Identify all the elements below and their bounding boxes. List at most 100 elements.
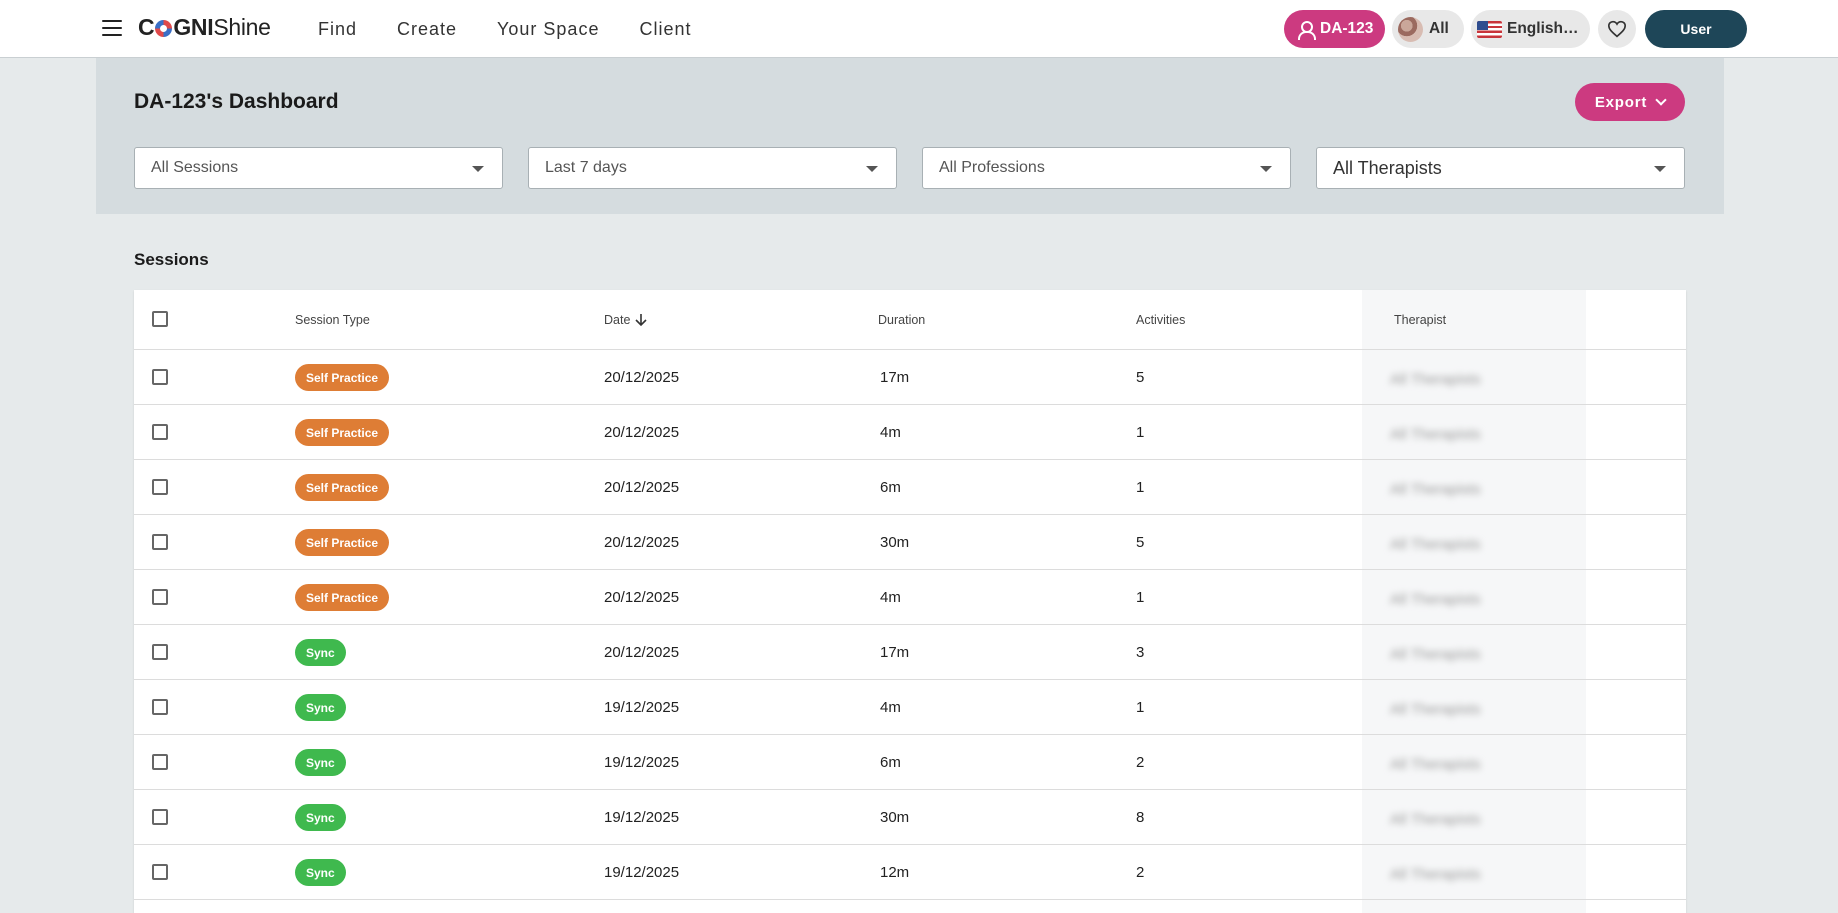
period-filter-select[interactable]: Last 7 days: [528, 147, 897, 189]
session-duration: 4m: [880, 424, 901, 441]
logo-mark-icon: [155, 20, 173, 37]
header-therapist[interactable]: Therapist: [1394, 313, 1447, 327]
therapists-filter-select[interactable]: All Therapists: [1316, 147, 1685, 189]
dropdown-arrow-icon: [866, 166, 878, 172]
header-session-type[interactable]: Session Type: [295, 313, 370, 327]
professions-filter-value: All Professions: [939, 159, 1045, 176]
session-therapist: All Therapists: [1390, 756, 1481, 773]
session-therapist: All Therapists: [1390, 811, 1481, 828]
sort-down-arrow-icon: [635, 314, 647, 327]
table-row[interactable]: Sync 19/12/2025 4m 1 All Therapists: [134, 680, 1686, 735]
session-activities: 1: [1136, 479, 1145, 496]
table-row[interactable]: Sync 19/12/2025 6m 2 All Therapists: [134, 735, 1686, 790]
heart-icon: [1607, 20, 1627, 38]
session-therapist: All Therapists: [1390, 426, 1481, 443]
table-row[interactable]: Sync 19/12/2025 30m 8 All Therapists: [134, 790, 1686, 845]
session-activities: 2: [1136, 754, 1145, 771]
session-therapist: All Therapists: [1390, 866, 1481, 883]
session-therapist: All Therapists: [1390, 481, 1481, 498]
group-avatar-icon: [1398, 16, 1423, 42]
header-duration[interactable]: Duration: [878, 313, 926, 327]
session-date: 20/12/2025: [604, 369, 680, 386]
session-type-badge: Sync: [295, 639, 346, 666]
session-date: 19/12/2025: [604, 809, 680, 826]
nav-find[interactable]: Find: [318, 19, 358, 39]
session-therapist: All Therapists: [1390, 536, 1481, 553]
dropdown-arrow-icon: [1260, 166, 1272, 172]
session-date: 19/12/2025: [604, 699, 680, 716]
group-filter-label: All: [1429, 20, 1449, 37]
group-filter-button[interactable]: All: [1392, 10, 1464, 48]
nav-your-space[interactable]: Your Space: [497, 19, 600, 39]
table-row[interactable]: Self Practice 20/12/2025 4m 1 All Therapists: [134, 405, 1686, 460]
session-activities: 8: [1136, 809, 1145, 826]
user-pill-button[interactable]: DA-123: [1284, 10, 1385, 48]
favorites-button[interactable]: [1598, 10, 1636, 48]
login-button[interactable]: User: [1645, 10, 1747, 48]
header-activities[interactable]: Activities: [1136, 313, 1186, 327]
session-duration: 6m: [880, 754, 901, 771]
row-checkbox[interactable]: [152, 589, 168, 605]
top-bar: C GNIShine Find Create Your Space Client …: [0, 0, 1838, 58]
session-therapist: All Therapists: [1390, 701, 1481, 718]
main-nav: Find Create Your Space Client: [318, 19, 692, 40]
table-row[interactable]: Self Practice 20/12/2025 17m 5 All Therapist…: [134, 350, 1686, 405]
session-activities: 1: [1136, 589, 1145, 606]
row-checkbox[interactable]: [152, 864, 168, 880]
export-label: Export: [1594, 93, 1648, 111]
row-checkbox[interactable]: [152, 644, 168, 660]
language-label: English…: [1507, 20, 1579, 37]
session-date: 20/12/2025: [604, 424, 680, 441]
session-type-badge: Self Practice: [295, 529, 390, 556]
row-checkbox[interactable]: [152, 424, 168, 440]
table-row[interactable]: Self Practice 20/12/2025 4m 1 All Therapists: [134, 570, 1686, 625]
session-type-badge: Self Practice: [295, 584, 390, 611]
table-row[interactable]: Sync 20/12/2025 17m 3 All Therapists: [134, 625, 1686, 680]
row-checkbox[interactable]: [152, 699, 168, 715]
row-checkbox[interactable]: [152, 369, 168, 385]
user-pill-label: DA-123: [1320, 20, 1374, 37]
session-type-badge: Self Practice: [295, 419, 390, 446]
brand-logo[interactable]: C GNIShine: [138, 14, 271, 40]
row-checkbox[interactable]: [152, 754, 168, 770]
session-activities: 5: [1136, 369, 1145, 386]
table-row[interactable]: Self Practice 20/12/2025 6m 1 All Therapists: [134, 460, 1686, 515]
us-flag-icon: [1477, 20, 1502, 38]
session-duration: 17m: [880, 369, 910, 386]
person-icon: [1296, 20, 1316, 40]
table-row[interactable]: Self Practice 20/12/2025 30m 5 All Therapist…: [134, 515, 1686, 570]
session-type-badge: Sync: [295, 749, 346, 776]
header-date-label: Date: [604, 313, 631, 327]
session-activities: 3: [1136, 644, 1145, 661]
row-checkbox[interactable]: [152, 534, 168, 550]
language-selector[interactable]: English…: [1471, 10, 1590, 48]
sessions-filter-select[interactable]: All Sessions: [134, 147, 503, 189]
row-checkbox[interactable]: [152, 809, 168, 825]
session-duration: 6m: [880, 479, 901, 496]
session-duration: 12m: [880, 864, 910, 881]
chevron-down-icon: [1655, 94, 1667, 106]
session-therapist: All Therapists: [1390, 646, 1481, 663]
professions-filter-select[interactable]: All Professions: [922, 147, 1291, 189]
table-header: Session Type Date Duration Activities Th…: [134, 290, 1686, 350]
select-all-checkbox[interactable]: [152, 311, 168, 327]
period-filter-value: Last 7 days: [545, 159, 627, 176]
session-duration: 4m: [880, 699, 901, 716]
table-row[interactable]: Sync 19/12/2025 12m 2 All Therapists: [134, 845, 1686, 900]
session-type-badge: Self Practice: [295, 474, 390, 501]
session-type-badge: Self Practice: [295, 364, 390, 391]
export-button[interactable]: Export: [1575, 83, 1685, 121]
session-type-badge: Sync: [295, 859, 346, 886]
session-activities: 2: [1136, 864, 1145, 881]
session-duration: 30m: [880, 809, 910, 826]
header-date[interactable]: Date: [604, 313, 648, 327]
session-duration: 4m: [880, 589, 901, 606]
nav-create[interactable]: Create: [397, 19, 458, 39]
menu-icon[interactable]: [102, 19, 124, 37]
row-checkbox[interactable]: [152, 479, 168, 495]
sessions-section-title: Sessions: [134, 250, 209, 269]
dashboard-header: [96, 58, 1724, 214]
session-type-badge: Sync: [295, 804, 346, 831]
session-activities: 5: [1136, 534, 1145, 551]
nav-client[interactable]: Client: [639, 19, 692, 39]
